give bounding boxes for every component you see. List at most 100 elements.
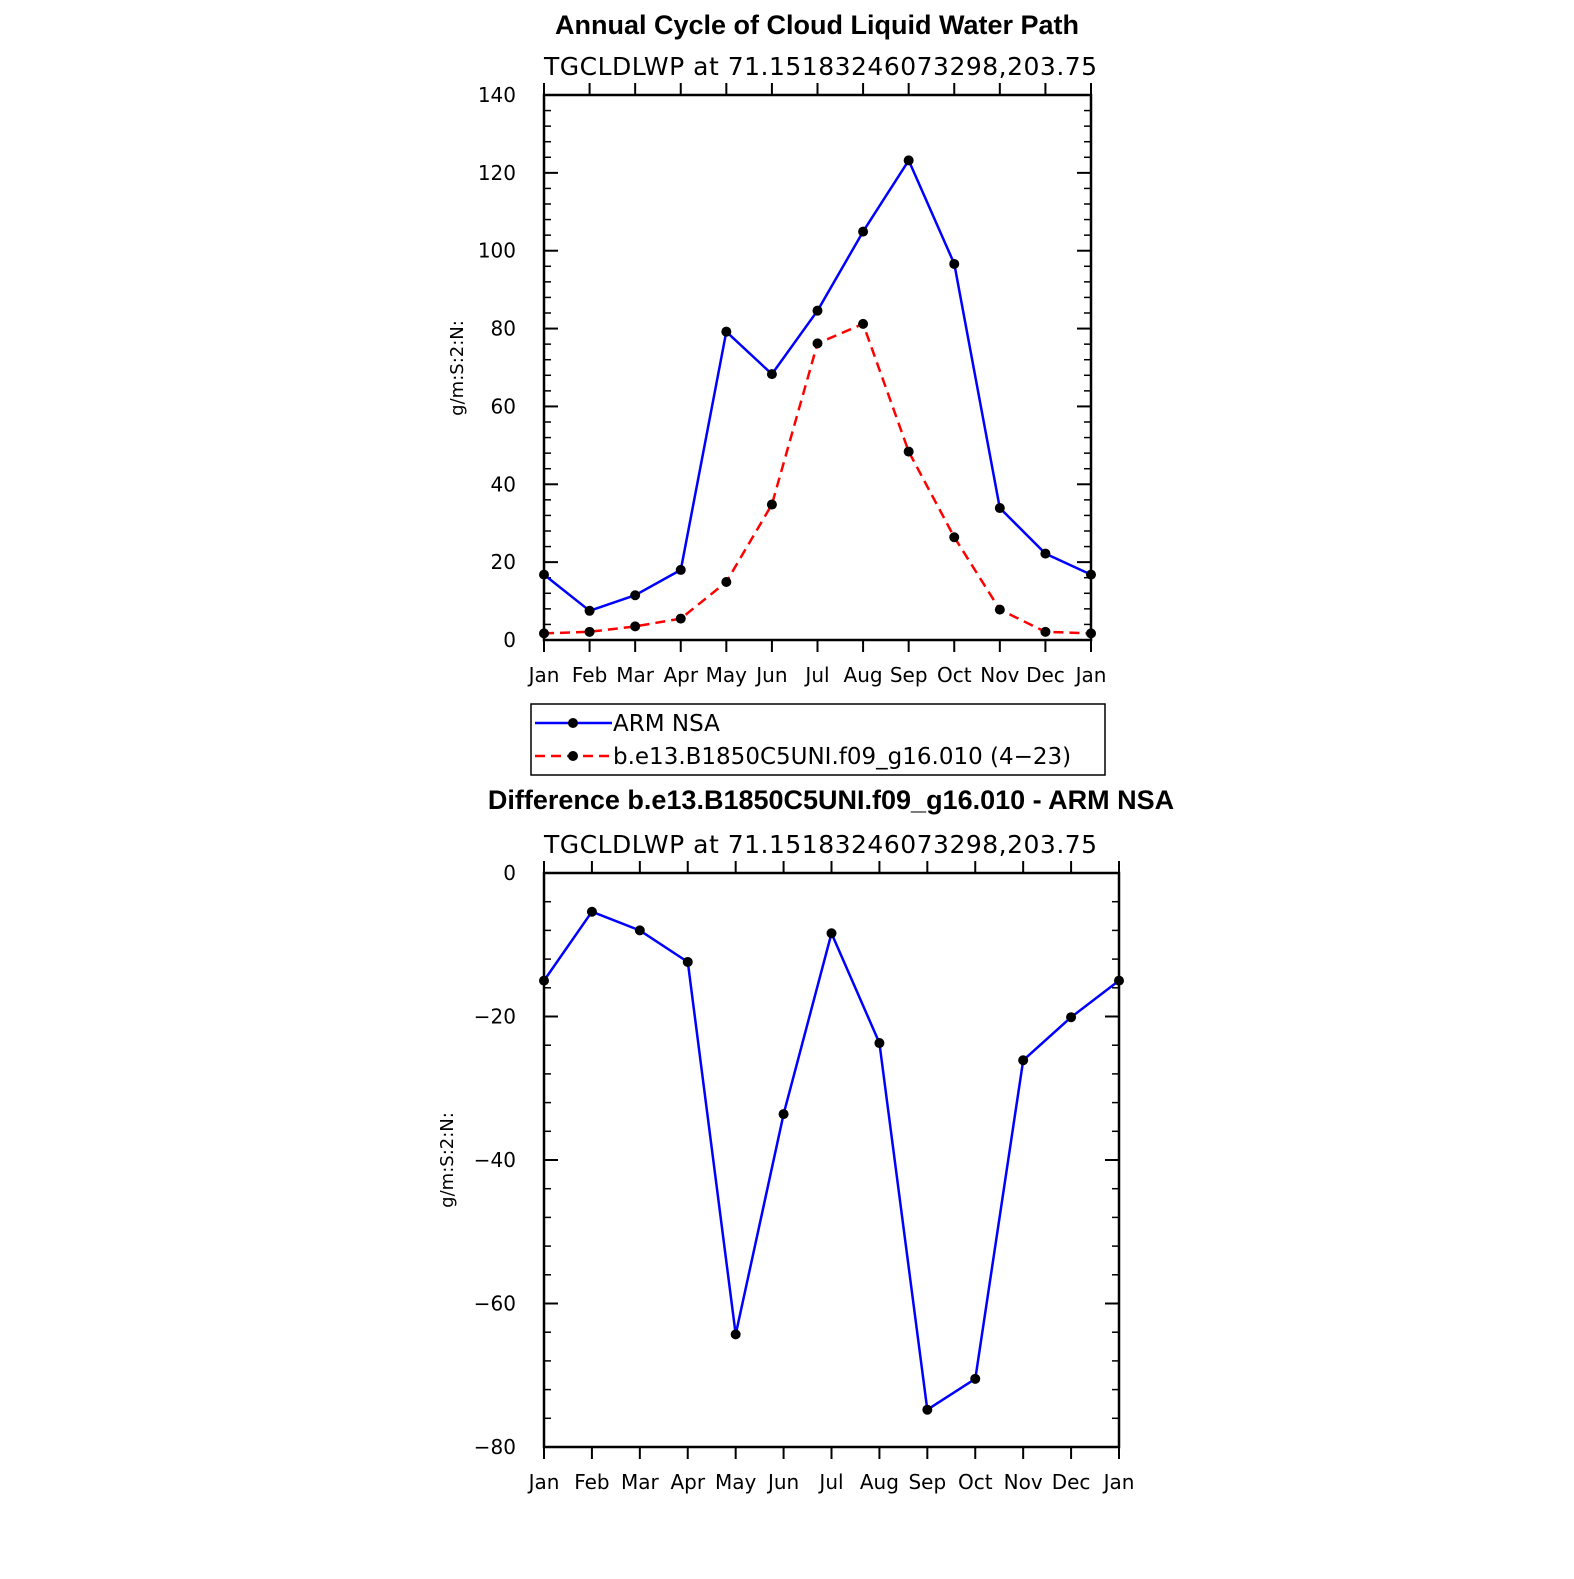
chart1-series-1-point — [539, 628, 549, 639]
legend-label-model: b.e13.B1850C5UNI.f09_g16.010 (4−23) — [613, 744, 1071, 770]
chart2-series-0-point — [922, 1404, 933, 1415]
chart2-y-tick-label: −60 — [474, 1292, 516, 1316]
chart1-series-1-line — [543, 322, 1092, 635]
chart2-x-tick-label: Nov — [1004, 1470, 1043, 1494]
chart1-series-1-point — [630, 621, 641, 632]
chart2-x-tick-label: Apr — [670, 1470, 705, 1494]
chart1-x-tick-label: Sep — [890, 663, 928, 687]
chart1-x-tick-label: Nov — [980, 663, 1019, 687]
chart1-series-1-point — [721, 576, 732, 587]
chart1-series-1-point — [858, 318, 869, 329]
chart2-series-0-point — [970, 1373, 981, 1384]
chart1-series-0-point — [539, 569, 549, 580]
chart2-series-0-point — [778, 1109, 789, 1120]
chart1-series-0-line — [543, 159, 1092, 613]
chart1-y-tick-label: 20 — [491, 550, 516, 574]
chart1-series-0-point — [812, 305, 823, 316]
chart1-series-0-point — [766, 369, 777, 380]
chart2-y-tick-label: 0 — [503, 861, 516, 885]
chart2-x-tick-label: Oct — [958, 1470, 993, 1494]
chart1-y-tick-label: 0 — [503, 628, 516, 652]
chart1-series-1-point — [994, 604, 1005, 615]
chart1-series-0-point — [858, 226, 869, 237]
chart2-series-0-point — [826, 928, 837, 939]
chart1-plot-frame — [542, 93, 1093, 642]
chart2-x-tick-label: Jun — [766, 1470, 799, 1494]
chart1-series-0-point — [903, 155, 914, 166]
chart1-y-axis-label: g/m:S:2:N: — [447, 320, 468, 416]
chart2-series-0-point — [1018, 1055, 1029, 1066]
chart1-y-tick-label: 100 — [478, 239, 516, 263]
chart1-x-tick-label: Mar — [616, 663, 655, 687]
chart1-x-tick-label: Jun — [754, 663, 787, 687]
chart2-x-tick-label: Jan — [1102, 1470, 1135, 1494]
chart1-series-1-point — [1086, 628, 1096, 639]
chart1-x-tick-label: Jan — [527, 663, 560, 687]
chart2-plot-area: −80 −60 −40 −20 0 Jan Feb Mar Apr May Jun Jul Aug Sep… — [474, 861, 1135, 1494]
chart1-y-tick-label: 120 — [478, 161, 516, 185]
chart1-series-1-point — [584, 626, 595, 637]
chart1-x-tick-label: Jan — [1074, 663, 1107, 687]
chart2-series-0-point — [1066, 1012, 1077, 1023]
chart2-x-tick-label: Dec — [1052, 1470, 1091, 1494]
chart2-subtitle: TGCLDLWP at 71.15183246073298,203.75 — [543, 830, 1098, 859]
chart2-series-0-point — [730, 1329, 741, 1340]
chart1-x-tick-label: Aug — [844, 663, 883, 687]
legend-box — [530, 703, 1106, 776]
chart1-series-1-point — [903, 446, 914, 457]
chart1-x-tick-label: May — [706, 663, 748, 687]
chart1-y-tick-label: 80 — [491, 317, 516, 341]
chart2-series-0-point — [682, 956, 693, 967]
chart1-legend: ARM NSA b.e13.B1850C5UNI.f09_g16.010 (4−… — [530, 703, 1106, 776]
chart2-y-tick-label: −20 — [474, 1005, 516, 1029]
chart1-series-1-point — [766, 499, 777, 510]
chart1-series-0-point — [675, 564, 686, 575]
chart1-series-0-point — [584, 605, 595, 616]
chart1-series-1-point — [675, 613, 686, 624]
legend-label-arm-nsa: ARM NSA — [613, 711, 720, 737]
chart2-series-0-line — [542, 910, 1120, 1411]
chart2-series-0-point — [586, 906, 597, 917]
chart1-series-0-point — [994, 503, 1005, 514]
annual-cycle-chart: Annual Cycle of Cloud Liquid Water Path … — [447, 10, 1107, 776]
chart2-x-tick-label: Feb — [574, 1470, 609, 1494]
chart2-y-tick-label: −40 — [474, 1148, 516, 1172]
difference-chart: Difference b.e13.B1850C5UNI.f09_g16.010 … — [437, 785, 1174, 1494]
chart2-y-axis-label: g/m:S:2:N: — [437, 1112, 458, 1208]
chart1-series-1-point — [949, 532, 960, 543]
chart1-x-tick-label: Apr — [663, 663, 698, 687]
chart2-series-0-point — [1114, 975, 1124, 986]
chart2-title: Difference b.e13.B1850C5UNI.f09_g16.010 … — [488, 785, 1174, 815]
legend-marker-model — [568, 751, 578, 761]
chart2-x-tick-label: Jan — [527, 1470, 560, 1494]
chart1-y-tick-label: 60 — [491, 394, 516, 418]
chart2-plot-frame — [542, 871, 1121, 1449]
chart1-series-1-point — [1040, 626, 1051, 637]
chart1-y-tick-label: 140 — [478, 83, 516, 107]
chart1-series-1-point — [812, 338, 823, 349]
chart1-series-0-point — [721, 326, 732, 337]
chart1-plot-area: 0 20 40 60 80 100 120 140 Jan Feb Mar Apr May Jun Jul A… — [478, 83, 1107, 687]
chart2-y-tick-label: −80 — [474, 1435, 516, 1459]
chart1-y-tick-label: 40 — [491, 472, 516, 496]
chart1-series-0-point — [1086, 569, 1096, 580]
chart1-x-tick-label: Jul — [803, 663, 829, 687]
chart1-x-tick-label: Dec — [1026, 663, 1065, 687]
chart1-series-0-point — [630, 590, 641, 601]
chart1-series-0-point — [1040, 548, 1051, 559]
chart1-title: Annual Cycle of Cloud Liquid Water Path — [555, 10, 1079, 40]
chart1-x-tick-label: Feb — [572, 663, 607, 687]
chart1-subtitle: TGCLDLWP at 71.15183246073298,203.75 — [543, 52, 1098, 81]
chart2-series-0-point — [874, 1038, 885, 1049]
chart2-x-tick-label: May — [715, 1470, 757, 1494]
chart2-x-tick-label: Sep — [908, 1470, 946, 1494]
chart2-x-tick-label: Mar — [621, 1470, 660, 1494]
chart1-series-0-point — [949, 258, 960, 269]
legend-marker-arm-nsa — [568, 718, 578, 728]
chart1-x-tick-label: Oct — [937, 663, 972, 687]
chart2-series-0-point — [634, 925, 645, 936]
chart2-series-0-point — [539, 975, 549, 986]
chart2-x-tick-label: Aug — [860, 1470, 899, 1494]
